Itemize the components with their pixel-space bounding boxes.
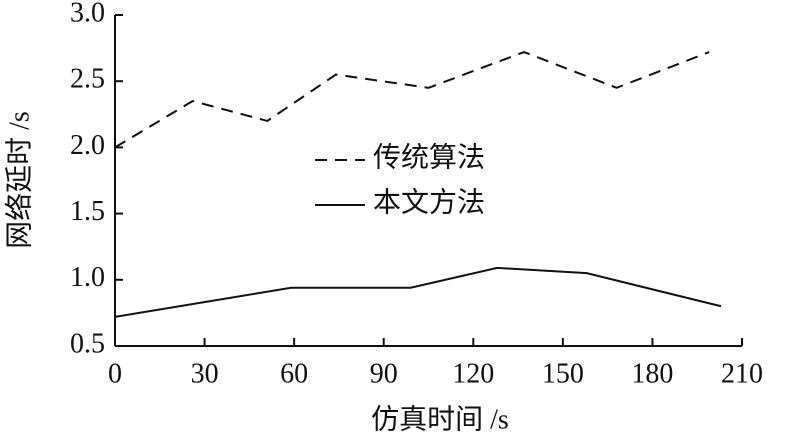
x-tick-label: 90 (370, 358, 398, 389)
x-axis-label: 仿真时间 /s (371, 403, 509, 435)
y-tick-label: 1.0 (70, 262, 105, 293)
x-tick-label: 0 (108, 358, 122, 389)
legend-label: 传统算法 (373, 141, 485, 173)
legend-label: 本文方法 (373, 186, 485, 218)
series-line (114, 51, 710, 149)
x-tick-label: 150 (542, 358, 584, 389)
y-axis-label: 网络延时 /s (3, 111, 35, 249)
series-line (114, 266, 722, 318)
x-tick-label: 210 (721, 358, 763, 389)
y-tick-label: 1.5 (70, 196, 105, 227)
y-tick-label: 3.0 (70, 0, 105, 28)
y-tick-label: 2.5 (70, 64, 105, 95)
x-tick-label: 60 (280, 358, 308, 389)
y-tick-label: 2.0 (70, 130, 105, 161)
y-tick-label: 0.5 (70, 328, 105, 359)
x-tick-label: 30 (191, 358, 219, 389)
x-tick-label: 120 (452, 358, 494, 389)
x-tick-label: 180 (631, 358, 673, 389)
